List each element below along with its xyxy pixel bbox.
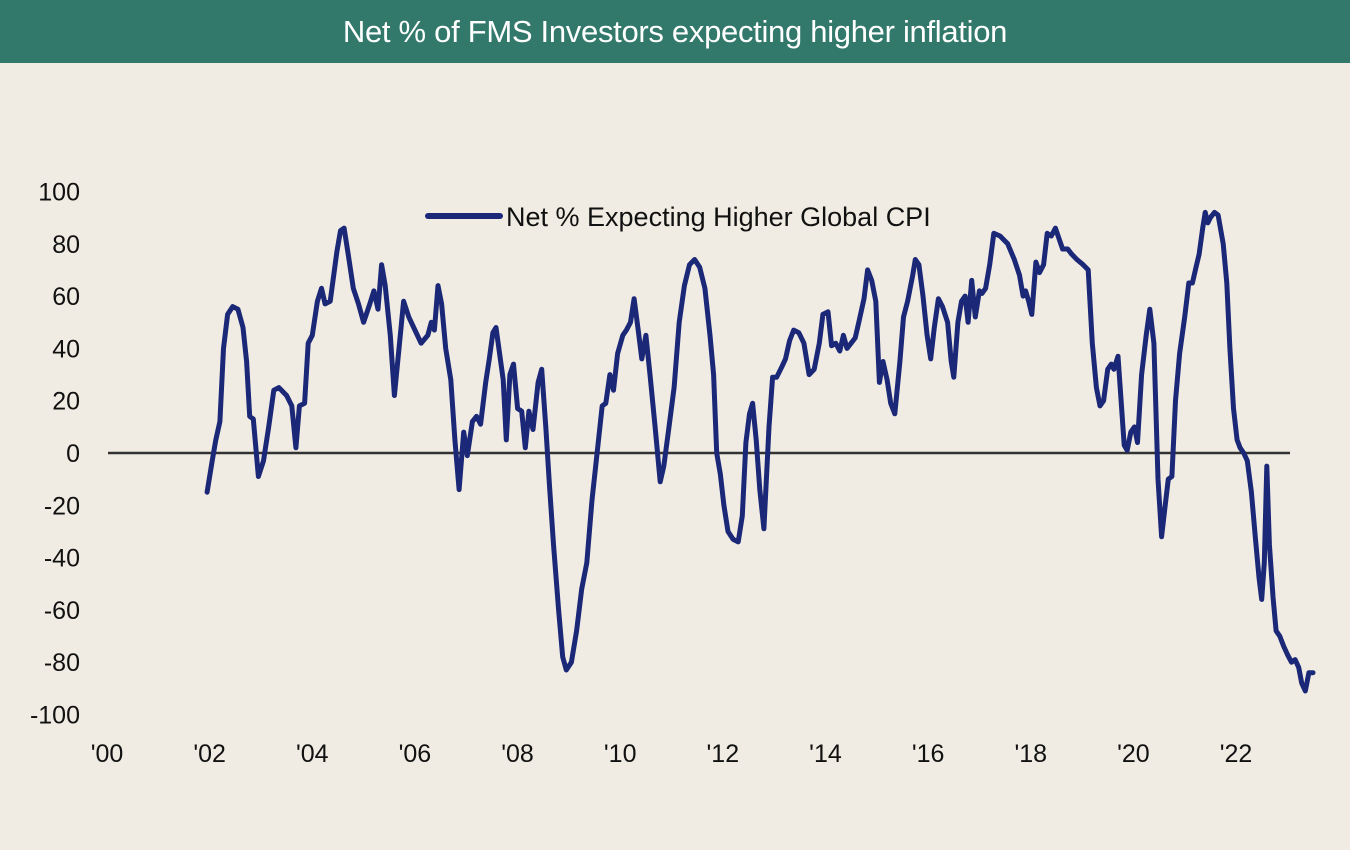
y-tick-label: -100 xyxy=(30,702,80,730)
x-tick-label: '12 xyxy=(707,740,740,768)
y-tick-label: 60 xyxy=(52,283,80,311)
x-tick-label: '04 xyxy=(296,740,329,768)
x-tick-label: '08 xyxy=(501,740,534,768)
y-tick-label: 40 xyxy=(52,335,80,363)
x-tick-label: '00 xyxy=(91,740,124,768)
chart-title: Net % of FMS Investors expecting higher … xyxy=(342,13,1008,49)
y-tick-label: 80 xyxy=(52,231,80,259)
series-line-net-expecting-higher-cpi xyxy=(204,209,1316,694)
x-tick-label: '18 xyxy=(1014,740,1047,768)
x-tick-label: '22 xyxy=(1220,740,1253,768)
x-tick-label: '16 xyxy=(912,740,945,768)
x-tick-label: '02 xyxy=(193,740,226,768)
chart-title-banner: Net % of FMS Investors expecting higher … xyxy=(0,0,1350,63)
x-tick-label: '20 xyxy=(1117,740,1150,768)
y-tick-label: 0 xyxy=(66,440,80,468)
y-tick-label: -80 xyxy=(44,649,80,677)
y-tick-label: -60 xyxy=(44,597,80,625)
legend-label: Net % Expecting Higher Global CPI xyxy=(506,202,931,232)
x-tick-label: '14 xyxy=(809,740,842,768)
y-tick-label: 100 xyxy=(38,179,80,207)
y-tick-label: -40 xyxy=(44,545,80,573)
y-tick-label: -20 xyxy=(44,492,80,520)
x-tick-label: '06 xyxy=(399,740,432,768)
legend: Net % Expecting Higher Global CPI xyxy=(425,202,931,232)
y-tick-label: 20 xyxy=(52,388,80,416)
y-axis-ticks: 100 80 60 40 20 0 -20 -40 -60 -80 -100 xyxy=(30,179,80,730)
x-tick-label: '10 xyxy=(604,740,637,768)
x-axis-ticks: '00 '02 '04 '06 '08 '10 '12 '14 '16 '18 '20 '22 xyxy=(91,740,1253,768)
